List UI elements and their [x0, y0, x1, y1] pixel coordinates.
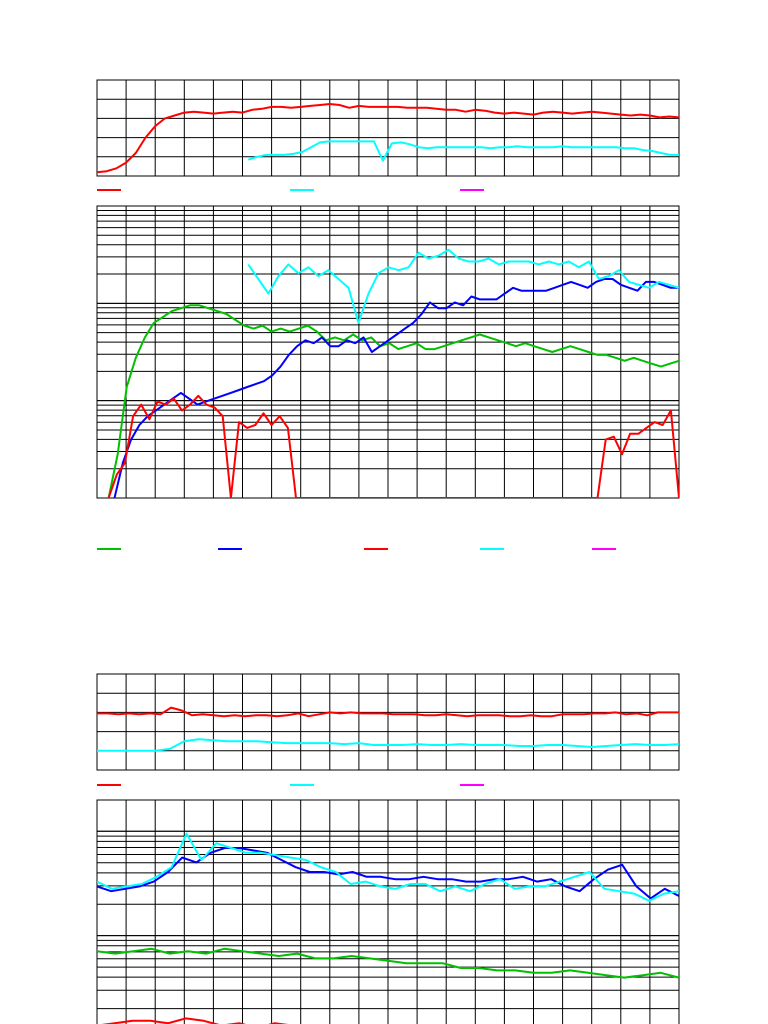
chart-2-series-0-line [97, 706, 679, 718]
chart-2-series-1-line [97, 738, 679, 752]
chart-1-series-0-line [107, 304, 679, 498]
chart-0-frame [96, 79, 680, 177]
chart-3-series-3-line [101, 1017, 289, 1024]
chart-0-series-0-line [97, 103, 679, 174]
chart-2-frame [96, 673, 680, 771]
chart-3-series-2-line [97, 947, 679, 979]
chart-3-series-0-line [97, 847, 679, 900]
chart-1-series-3-line [247, 248, 679, 324]
chart-3-series-1-line [97, 832, 679, 902]
chart-3-frame [96, 799, 680, 1024]
chart-0-series-1-line [247, 140, 679, 162]
chart-1-series-1-line [113, 278, 679, 498]
chart-1-series-2-line [107, 394, 679, 498]
